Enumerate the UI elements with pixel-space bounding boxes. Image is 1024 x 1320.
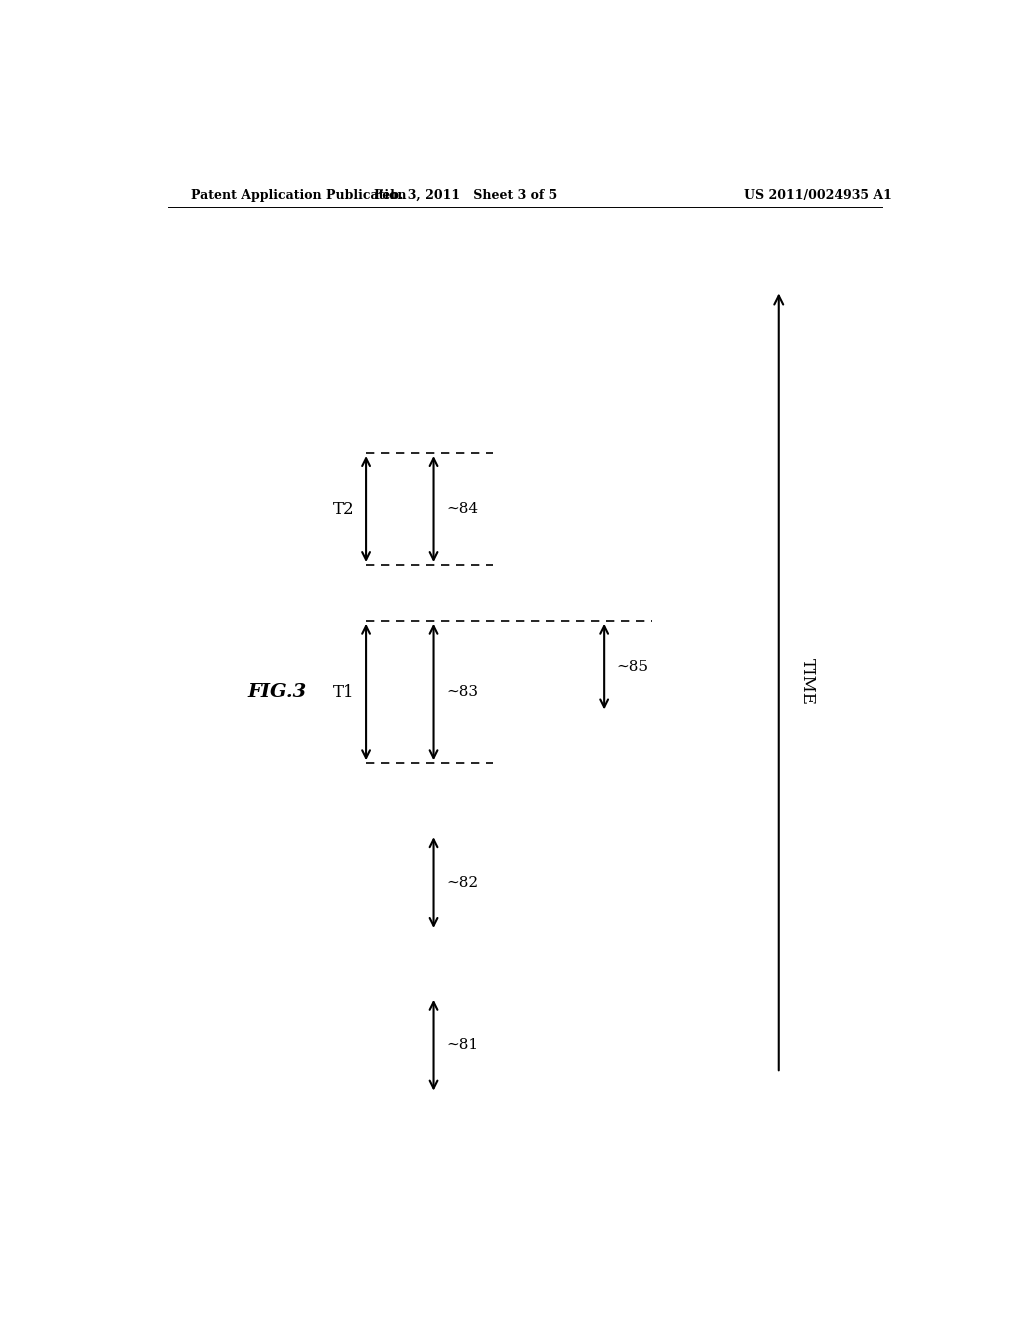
- Text: ∼83: ∼83: [446, 685, 478, 700]
- Text: US 2011/0024935 A1: US 2011/0024935 A1: [744, 189, 892, 202]
- Text: FIG.3: FIG.3: [247, 682, 306, 701]
- Text: T1: T1: [333, 684, 354, 701]
- Text: Feb. 3, 2011   Sheet 3 of 5: Feb. 3, 2011 Sheet 3 of 5: [374, 189, 557, 202]
- Text: ∼81: ∼81: [446, 1039, 478, 1052]
- Text: Patent Application Publication: Patent Application Publication: [191, 189, 407, 202]
- Text: ∼84: ∼84: [446, 502, 478, 516]
- Text: ∼85: ∼85: [616, 660, 649, 673]
- Text: TIME: TIME: [799, 659, 815, 705]
- Text: ∼82: ∼82: [446, 875, 478, 890]
- Text: T2: T2: [333, 500, 354, 517]
